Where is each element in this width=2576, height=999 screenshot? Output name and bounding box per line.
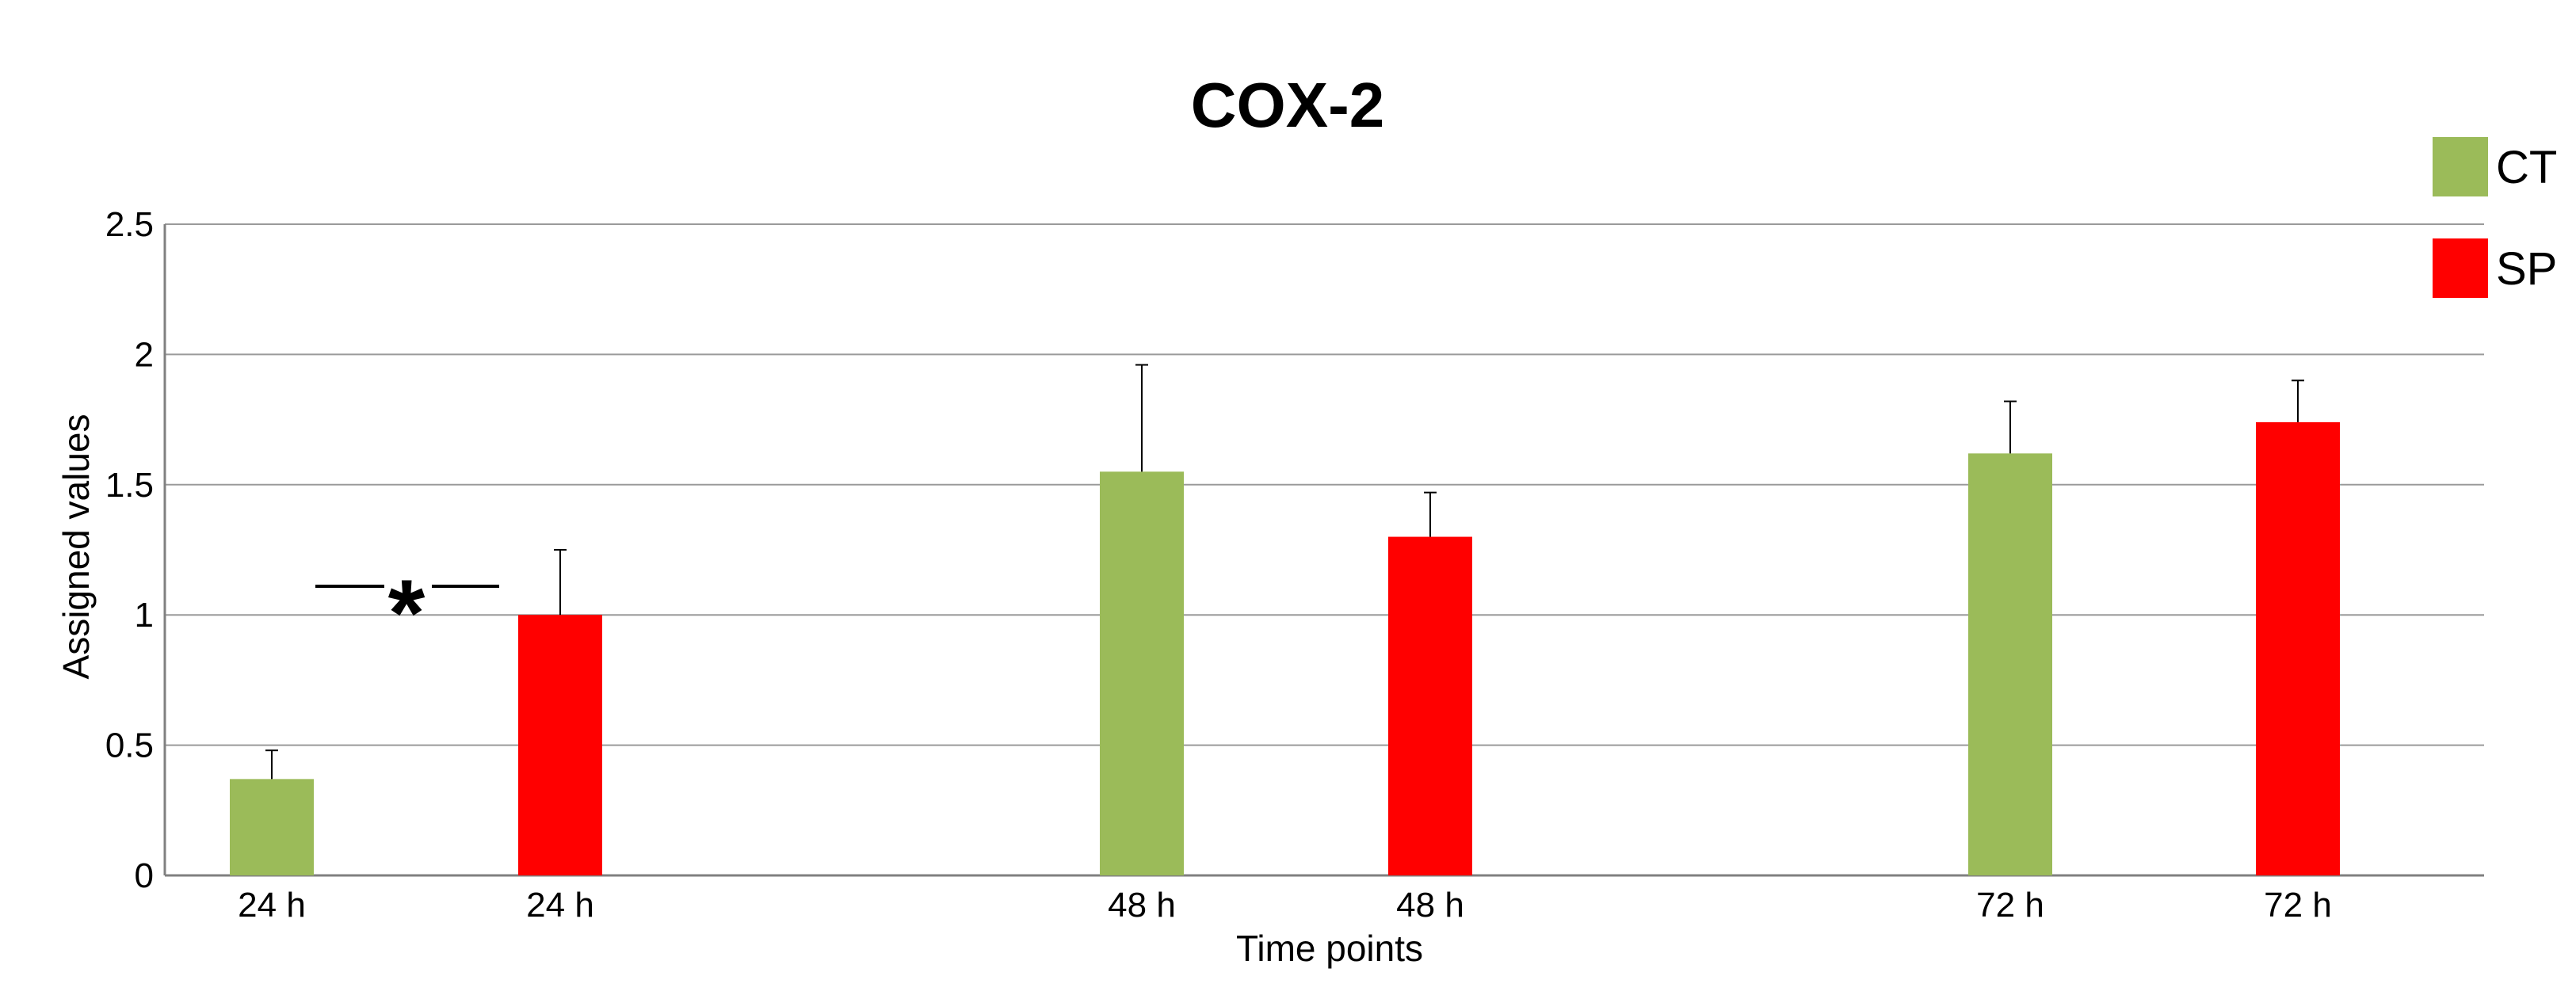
significance-star: * bbox=[388, 560, 426, 666]
x-tick-label: 72 h bbox=[2264, 886, 2332, 925]
error-bars-group bbox=[265, 364, 2304, 780]
legend: CT SP bbox=[2433, 137, 2557, 298]
x-tick-label: 24 h bbox=[526, 886, 594, 925]
bar-ct bbox=[1100, 471, 1184, 875]
bar-ct bbox=[1968, 453, 2052, 875]
bar-sp bbox=[1388, 536, 1472, 875]
y-tick-label: 0.5 bbox=[105, 726, 154, 765]
bar-sp bbox=[518, 615, 602, 875]
x-tick-labels: 24 h 24 h 48 h 48 h 72 h 72 h bbox=[238, 886, 2332, 925]
legend-label-ct: CT bbox=[2496, 142, 2557, 193]
bar-ct bbox=[230, 779, 314, 875]
grid-lines bbox=[163, 223, 2484, 877]
y-tick-label: 1 bbox=[135, 596, 154, 635]
y-tick-label: 2 bbox=[135, 335, 154, 374]
bars-group bbox=[230, 421, 2340, 875]
significance-annotation: * bbox=[315, 560, 499, 666]
x-tick-label: 48 h bbox=[1396, 886, 1464, 925]
bar-sp bbox=[2256, 421, 2340, 875]
legend-label-sp: SP bbox=[2496, 243, 2557, 295]
y-tick-labels: 0 0.5 1 1.5 2 2.5 bbox=[105, 205, 154, 895]
x-tick-label: 72 h bbox=[1976, 886, 2044, 925]
legend-swatch-ct bbox=[2433, 137, 2488, 196]
legend-swatch-sp bbox=[2433, 238, 2488, 298]
x-tick-label: 24 h bbox=[238, 886, 306, 925]
y-tick-label: 0 bbox=[135, 856, 154, 895]
y-axis-label: Assigned values bbox=[55, 414, 97, 680]
x-axis-label: Time points bbox=[1236, 928, 1423, 969]
y-tick-label: 2.5 bbox=[105, 205, 154, 244]
x-tick-label: 48 h bbox=[1108, 886, 1176, 925]
chart-title: COX-2 bbox=[1191, 70, 1385, 140]
y-tick-label: 1.5 bbox=[105, 466, 154, 505]
